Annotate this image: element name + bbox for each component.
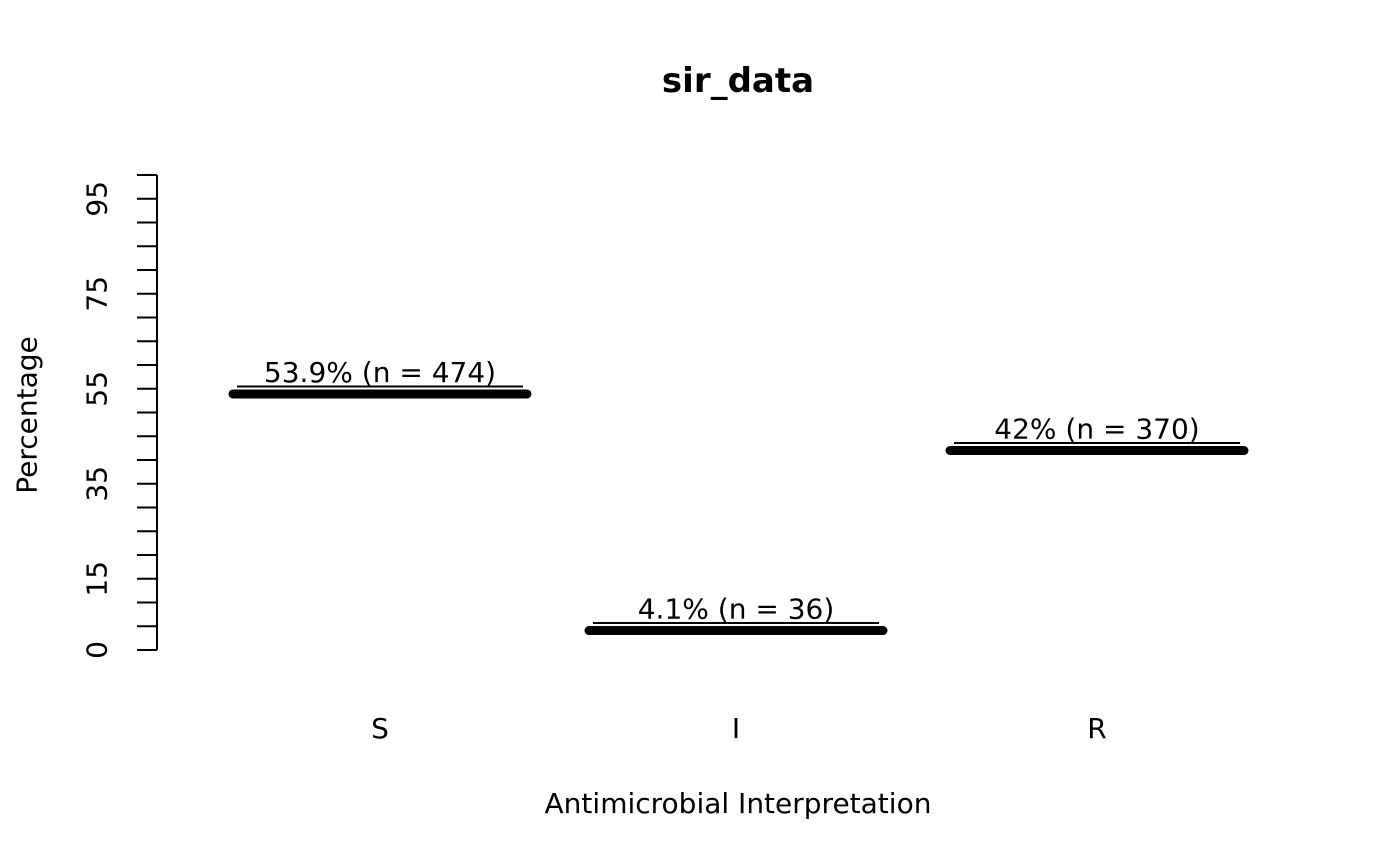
value-label-I: 4.1% (n = 36) [638, 593, 835, 626]
y-axis-title: Percentage [11, 336, 44, 494]
category-label-I: I [732, 712, 740, 745]
chart-title: sir_data [662, 61, 814, 101]
y-tick-label: 75 [81, 276, 114, 312]
value-markers: 53.9% (n = 474) 4.1% (n = 36) 42% (n = 370… [228, 356, 1249, 636]
value-label-S: 53.9% (n = 474) [264, 356, 496, 389]
y-tick-label: 15 [81, 561, 114, 597]
value-label-R: 42% (n = 370) [994, 413, 1199, 446]
y-tick-label: 95 [81, 181, 114, 217]
y-tick-label: 55 [81, 371, 114, 407]
y-tick-label: 0 [81, 641, 114, 659]
y-axis: 0 15 35 55 75 95 [81, 174, 158, 659]
category-label-S: S [371, 712, 389, 745]
category-label-R: R [1087, 712, 1106, 745]
y-tick-label: 35 [81, 466, 114, 502]
x-axis-title: Antimicrobial Interpretation [545, 787, 932, 820]
